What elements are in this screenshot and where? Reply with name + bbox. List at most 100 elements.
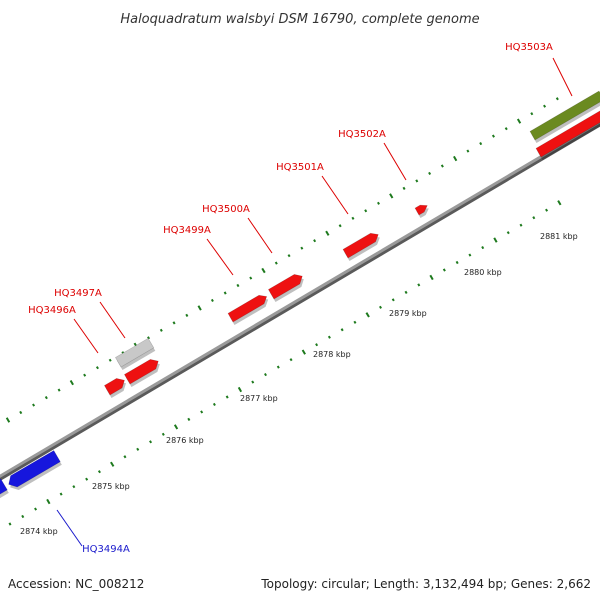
major-tick <box>516 118 522 124</box>
kbp-label: 2878 kbp <box>313 350 351 359</box>
minor-tick <box>404 290 408 295</box>
label-leader-line <box>99 301 126 339</box>
gene-label-hq3496a[interactable]: HQ3496A <box>28 305 76 316</box>
gene-label-hq3497a[interactable]: HQ3497A <box>54 288 102 299</box>
minor-tick <box>161 432 165 436</box>
genome-backbone <box>0 120 600 478</box>
gene-hq3497a-pseudo[interactable] <box>114 337 155 368</box>
minor-tick <box>415 179 419 183</box>
kbp-label: 2875 kbp <box>92 482 130 491</box>
minor-tick <box>468 253 472 257</box>
minor-tick <box>264 373 267 377</box>
minor-tick <box>428 171 432 175</box>
gene-hq3494a[interactable] <box>8 450 61 488</box>
gene-hq3500a[interactable] <box>267 274 303 300</box>
kbp-label: 2874 kbp <box>20 527 58 536</box>
minor-tick <box>108 358 112 362</box>
gene-hq3493a[interactable] <box>0 478 8 497</box>
minor-tick <box>172 321 176 325</box>
minor-tick <box>417 283 421 287</box>
kbp-label: 2881 kbp <box>540 232 578 241</box>
kbp-label-layer: 2874 kbp 2875 kbp 2876 kbp 2877 kbp 2878 kbp… <box>20 232 578 536</box>
label-leader-line <box>247 217 273 254</box>
minor-tick <box>149 440 153 444</box>
gene-label-hq3500a[interactable]: HQ3500A <box>202 204 250 215</box>
major-tick <box>197 305 202 311</box>
gene-label-hq3502a[interactable]: HQ3502A <box>338 129 386 140</box>
label-leader-line <box>552 57 573 97</box>
minor-tick <box>391 298 395 302</box>
minor-tick <box>123 455 127 459</box>
minor-tick <box>327 335 331 339</box>
minor-tick <box>34 507 38 511</box>
minor-tick <box>21 514 25 519</box>
gene-label-hq3503a[interactable]: HQ3503A <box>505 42 553 53</box>
minor-tick <box>147 336 151 340</box>
minor-tick <box>530 112 534 116</box>
minor-tick <box>379 305 382 309</box>
major-tick <box>301 349 306 355</box>
gene-label-hq3494a[interactable]: HQ3494A <box>82 544 130 555</box>
inner-tick-track <box>8 200 562 526</box>
genome-stats-text: Topology: circular; Length: 3,132,494 bp… <box>261 577 591 591</box>
minor-tick <box>251 380 255 384</box>
outer-tick-track <box>5 97 559 423</box>
minor-tick <box>225 395 229 399</box>
gene-hq3497a[interactable] <box>123 359 159 385</box>
minor-tick <box>44 395 48 400</box>
minor-tick <box>8 522 12 526</box>
minor-tick <box>340 328 344 332</box>
minor-tick <box>519 223 523 227</box>
gene-hq3501a[interactable] <box>342 232 379 259</box>
minor-tick <box>555 97 559 101</box>
minor-tick <box>466 149 470 153</box>
gene-label-hq3501a[interactable]: HQ3501A <box>276 162 324 173</box>
label-leader-line <box>383 142 407 181</box>
major-tick <box>110 461 115 467</box>
gene-label-hq3499a[interactable]: HQ3499A <box>163 225 211 236</box>
major-tick <box>261 267 266 274</box>
gene-hq3502a[interactable] <box>414 204 428 216</box>
minor-tick <box>159 328 163 332</box>
minor-tick <box>19 410 23 415</box>
gene-label-layer: HQ3503A HQ3502A HQ3501A HQ3500A HQ3499A HQ349… <box>28 42 573 555</box>
major-tick <box>173 424 179 430</box>
minor-tick <box>95 366 99 370</box>
minor-tick <box>289 358 293 362</box>
minor-tick <box>440 164 444 168</box>
minor-tick <box>236 283 240 288</box>
gene-hq3503a[interactable] <box>529 90 600 141</box>
minor-tick <box>274 261 278 265</box>
gene-hq3496a[interactable] <box>103 378 125 396</box>
kbp-label: 2880 kbp <box>464 268 502 277</box>
label-leader-line <box>206 238 234 276</box>
major-tick <box>46 498 51 505</box>
minor-tick <box>200 410 204 414</box>
minor-tick <box>210 298 214 302</box>
kbp-label: 2876 kbp <box>166 436 204 445</box>
label-leader-line <box>321 175 349 215</box>
feature-layer <box>0 90 600 499</box>
major-tick <box>389 193 394 199</box>
gene-hq3503a-cds[interactable] <box>535 110 600 158</box>
label-leader-line <box>73 318 99 354</box>
minor-tick <box>532 216 536 220</box>
minor-tick <box>57 388 61 392</box>
minor-tick <box>85 477 89 481</box>
minor-tick <box>338 224 342 228</box>
minor-tick <box>72 485 76 489</box>
minor-tick <box>442 268 446 272</box>
minor-tick <box>223 291 227 295</box>
major-tick <box>429 274 434 281</box>
minor-tick <box>545 208 549 212</box>
major-tick <box>237 386 243 393</box>
major-tick <box>325 230 330 236</box>
minor-tick <box>300 246 304 250</box>
genome-backbone-shadow <box>0 120 600 482</box>
minor-tick <box>212 402 216 406</box>
major-tick <box>493 237 498 243</box>
minor-tick <box>315 343 319 347</box>
gene-hq3499a[interactable] <box>227 294 268 323</box>
